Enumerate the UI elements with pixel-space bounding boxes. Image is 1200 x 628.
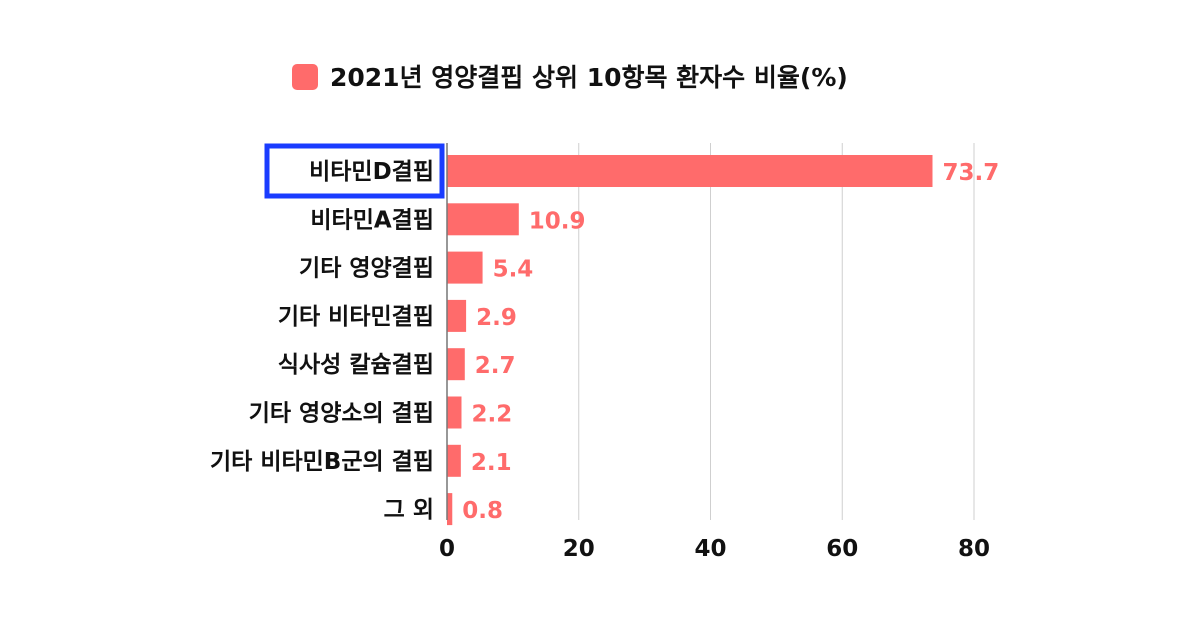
value-label: 2.1 bbox=[471, 450, 512, 476]
value-label: 10.9 bbox=[529, 208, 586, 234]
value-label: 2.7 bbox=[475, 353, 516, 379]
highlight bbox=[264, 143, 445, 199]
bar bbox=[447, 299, 467, 332]
legend-swatch bbox=[292, 64, 318, 90]
x-tick-label: 0 bbox=[439, 536, 455, 562]
highlight-box bbox=[264, 143, 445, 199]
x-tick-label: 40 bbox=[694, 536, 726, 562]
legend-label: 2021년 영양결핍 상위 10항목 환자수 비율(%) bbox=[330, 63, 848, 92]
value-labels: 73.7 10.9 5.4 2.9 2.7 2.2 2.1 0.8 bbox=[462, 160, 999, 524]
category-label: 기타 영양결핍 bbox=[299, 256, 434, 282]
bars bbox=[447, 155, 933, 526]
grid-lines bbox=[578, 143, 975, 520]
value-label: 2.2 bbox=[471, 402, 512, 428]
bar bbox=[447, 348, 465, 381]
category-label: 그 외 bbox=[384, 497, 434, 523]
category-label: 식사성 칼슘결핍 bbox=[278, 352, 434, 378]
category-label: 기타 영양소의 결핍 bbox=[249, 401, 434, 427]
bar bbox=[447, 493, 453, 526]
category-label: 기타 비타민결핍 bbox=[278, 304, 434, 330]
category-label: 비타민D결핍 bbox=[309, 159, 434, 185]
bar bbox=[447, 155, 933, 187]
category-label: 비타민A결핍 bbox=[310, 207, 434, 233]
bar bbox=[447, 444, 461, 477]
bar bbox=[447, 396, 462, 429]
bar bbox=[447, 203, 519, 236]
category-label: 기타 비타민B군의 결핍 bbox=[210, 449, 434, 475]
x-axis: 0 20 40 60 80 bbox=[439, 143, 990, 562]
value-label: 5.4 bbox=[493, 257, 534, 283]
x-tick-label: 20 bbox=[563, 536, 595, 562]
value-label: 0.8 bbox=[462, 498, 503, 524]
chart-legend: 2021년 영양결핍 상위 10항목 환자수 비율(%) bbox=[292, 63, 848, 92]
value-label: 73.7 bbox=[942, 160, 999, 186]
x-tick-label: 80 bbox=[958, 536, 990, 562]
value-label: 2.9 bbox=[476, 305, 517, 331]
x-tick-label: 60 bbox=[826, 536, 858, 562]
bar bbox=[447, 251, 483, 284]
